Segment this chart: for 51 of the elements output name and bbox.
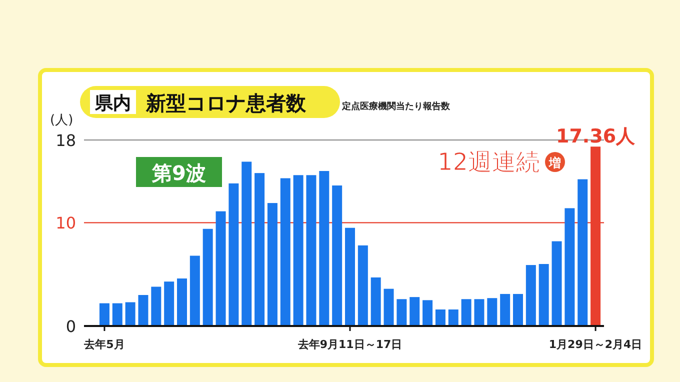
bar xyxy=(422,300,433,326)
chart-title: 県内 xyxy=(94,93,131,114)
x-tick-label: 去年9月11日～17日 xyxy=(296,338,402,351)
bar xyxy=(319,171,330,326)
bar xyxy=(306,175,316,326)
bar xyxy=(410,297,420,326)
bar xyxy=(538,264,549,326)
bar xyxy=(177,278,187,326)
x-tick-label: 1月29日～2月4日 xyxy=(548,338,642,351)
bar xyxy=(370,277,381,326)
bar xyxy=(254,173,265,326)
bar xyxy=(138,295,148,326)
bar xyxy=(228,183,239,326)
bar xyxy=(345,228,355,326)
bar xyxy=(267,203,278,326)
bar xyxy=(461,299,472,326)
bar xyxy=(293,175,304,326)
chart-subtitle: 新型コロナ患者数 xyxy=(145,91,307,115)
bar xyxy=(216,211,226,326)
bar xyxy=(151,286,162,326)
text: 定点医療機関当たり報告数 xyxy=(341,101,451,112)
bar xyxy=(242,162,252,326)
bar xyxy=(500,294,510,326)
bar xyxy=(190,256,200,326)
bar xyxy=(513,294,523,326)
y-axis-title: (人) xyxy=(50,113,74,128)
bar xyxy=(564,208,575,326)
bar xyxy=(99,303,110,326)
bar xyxy=(280,178,290,326)
annotation: 第9波 xyxy=(151,161,206,185)
y-tick-label: 0 xyxy=(66,317,76,336)
bar xyxy=(332,185,342,326)
y-tick-label: 10 xyxy=(56,214,76,233)
bar xyxy=(384,288,394,326)
bar xyxy=(435,309,446,326)
bar xyxy=(474,299,484,326)
bar xyxy=(487,298,498,326)
bar xyxy=(396,299,407,326)
bar xyxy=(552,241,562,326)
y-tick-label: 18 xyxy=(56,131,76,150)
bar xyxy=(526,265,536,326)
bar xyxy=(202,228,213,326)
bar xyxy=(448,309,458,326)
x-tick-label: 去年5月 xyxy=(83,338,125,351)
bar xyxy=(112,303,122,326)
bar xyxy=(164,282,174,326)
bar xyxy=(358,245,368,326)
data-label: 17.36人 xyxy=(556,126,636,148)
annotation: 増 xyxy=(548,156,561,170)
bar xyxy=(125,302,136,326)
bar xyxy=(578,179,588,326)
